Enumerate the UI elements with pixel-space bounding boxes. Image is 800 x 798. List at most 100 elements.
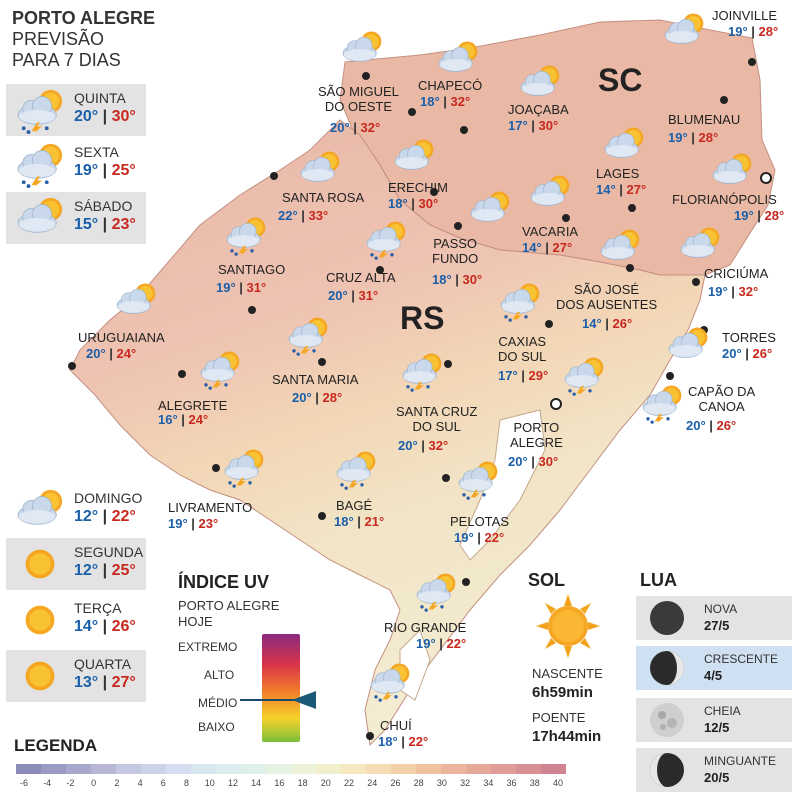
- city-name-line: CANOA: [698, 399, 745, 414]
- city-name-line: SÃO MIGUEL: [318, 84, 399, 99]
- santa-rosa-temps: 22° | 33°: [278, 208, 328, 223]
- sun-icon: [22, 602, 58, 643]
- sunset-time: 17h44min: [532, 728, 602, 745]
- cloud-sun-storm-icon: [398, 350, 448, 397]
- livramento-marker: [212, 464, 220, 472]
- min-temp: 19°: [708, 284, 728, 299]
- city-name-line: LAGES: [596, 166, 640, 181]
- santa-cruz-name: SANTA CRUZ DO SUL: [396, 404, 477, 434]
- temp-separator: |: [417, 438, 429, 453]
- legend-color-segment: [91, 764, 116, 774]
- min-temp: 17°: [508, 118, 528, 133]
- city-name-line: SANTIAGO: [218, 262, 286, 277]
- city-name-line: BAGÉ: [336, 498, 373, 513]
- chapeco-name: CHAPECÓ: [418, 78, 482, 93]
- city-name-line: ERECHIM: [388, 180, 448, 195]
- forecast-day-name: QUINTA: [74, 90, 126, 106]
- min-temp: 20°: [74, 108, 99, 125]
- cruz-alta-marker: [376, 266, 384, 274]
- bage-temps: 18° | 21°: [334, 514, 384, 529]
- temp-separator: |: [177, 412, 189, 427]
- city-name-line: CRUZ ALTA: [326, 270, 396, 285]
- santa-rosa-name: SANTA ROSA: [282, 190, 364, 205]
- max-temp: 26°: [612, 316, 633, 331]
- lages-marker: [628, 204, 636, 212]
- forecast-day-1: SEXTA 19° | 25°: [6, 138, 146, 190]
- legend-tick-label: 0: [91, 778, 97, 788]
- title-city: PORTO ALEGRE: [12, 8, 156, 28]
- forecast-day-temps: 12° | 25°: [74, 562, 136, 580]
- min-temp: 20°: [686, 418, 706, 433]
- legend-color-segment: [516, 764, 541, 774]
- forecast-day-temps: 15° | 23°: [74, 216, 136, 234]
- max-temp: 21°: [364, 514, 385, 529]
- city-name-line: SANTA CRUZ: [396, 404, 478, 419]
- max-temp: 26°: [716, 418, 737, 433]
- legend-color-segment: [266, 764, 291, 774]
- legend-color-segment: [366, 764, 391, 774]
- city-name-line: ALEGRE: [510, 435, 563, 450]
- min-temp: 12°: [74, 562, 99, 579]
- temp-separator: |: [187, 516, 199, 531]
- max-temp: 28°: [698, 130, 719, 145]
- city-name-line: DO SUL: [498, 349, 547, 364]
- temp-separator: |: [98, 508, 112, 525]
- min-temp: 19°: [668, 130, 688, 145]
- forecast-day-name: DOMINGO: [74, 490, 143, 506]
- max-temp: 22°: [408, 734, 429, 749]
- forecast-day-name: SEXTA: [74, 144, 119, 160]
- city-name-line: DOS AUSENTES: [556, 297, 658, 312]
- city-name-line: CHAPECÓ: [418, 78, 483, 93]
- legend-tick-label: 24: [367, 778, 378, 788]
- legend-tick-label: 30: [436, 778, 447, 788]
- city-name-line: CAXIAS: [498, 334, 547, 349]
- santiago-name: SANTIAGO: [218, 262, 285, 277]
- max-temp: 33°: [308, 208, 329, 223]
- city-name-line: SANTA MARIA: [272, 372, 359, 387]
- pelotas-name: PELOTAS: [450, 514, 509, 529]
- city-name-line: URUGUAIANA: [78, 330, 165, 345]
- temp-separator: |: [435, 636, 447, 651]
- legend-tick-label: 12: [227, 778, 238, 788]
- porto-alegre-marker: [550, 398, 562, 410]
- chui-marker: [366, 732, 374, 740]
- sao-jose-marker: [626, 264, 634, 272]
- blumenau-name: BLUMENAU: [668, 112, 740, 127]
- max-temp: 22°: [484, 530, 505, 545]
- temp-separator: |: [353, 514, 365, 529]
- max-temp: 25°: [111, 162, 136, 179]
- forecast-day-5: TERÇA 14° | 26°: [6, 594, 146, 646]
- legend-color-segment: [41, 764, 66, 774]
- city-name-line: LIVRAMENTO: [168, 500, 253, 515]
- max-temp: 27°: [552, 240, 573, 255]
- max-temp: 30°: [111, 108, 136, 125]
- max-temp: 26°: [111, 618, 136, 635]
- min-temp: 19°: [416, 636, 436, 651]
- temp-separator: |: [705, 418, 717, 433]
- city-name-line: CHUÍ: [380, 718, 412, 733]
- temp-separator: |: [407, 196, 419, 211]
- legend-tick-label: 4: [137, 778, 143, 788]
- legend-color-segment: [441, 764, 466, 774]
- cloud-sun-storm-icon: [496, 280, 546, 327]
- forecast-title: PORTO ALEGRE PREVISÃO PARA 7 DIAS: [12, 8, 155, 71]
- santa-maria-marker: [318, 358, 326, 366]
- legend-title: LEGENDA: [14, 736, 98, 755]
- max-temp: 32°: [450, 94, 471, 109]
- temp-separator: |: [397, 734, 409, 749]
- max-temp: 22°: [446, 636, 467, 651]
- alegrete-marker: [178, 370, 186, 378]
- uv-title: ÍNDICE UV: [178, 572, 270, 592]
- city-name-line: PELOTAS: [450, 514, 510, 529]
- temp-separator: |: [741, 346, 753, 361]
- legend-color-segment: [291, 764, 316, 774]
- city-name-line: CRICIÚMA: [704, 266, 769, 281]
- min-temp: 19°: [216, 280, 236, 295]
- legend-tick-label: 20: [320, 778, 331, 788]
- temp-separator: |: [297, 208, 309, 223]
- max-temp: 22°: [111, 508, 136, 525]
- city-name-line: SANTA ROSA: [282, 190, 365, 205]
- uv-level-baixo: BAIXO: [198, 720, 235, 734]
- legend-tick-label: 8: [184, 778, 190, 788]
- temp-separator: |: [311, 390, 323, 405]
